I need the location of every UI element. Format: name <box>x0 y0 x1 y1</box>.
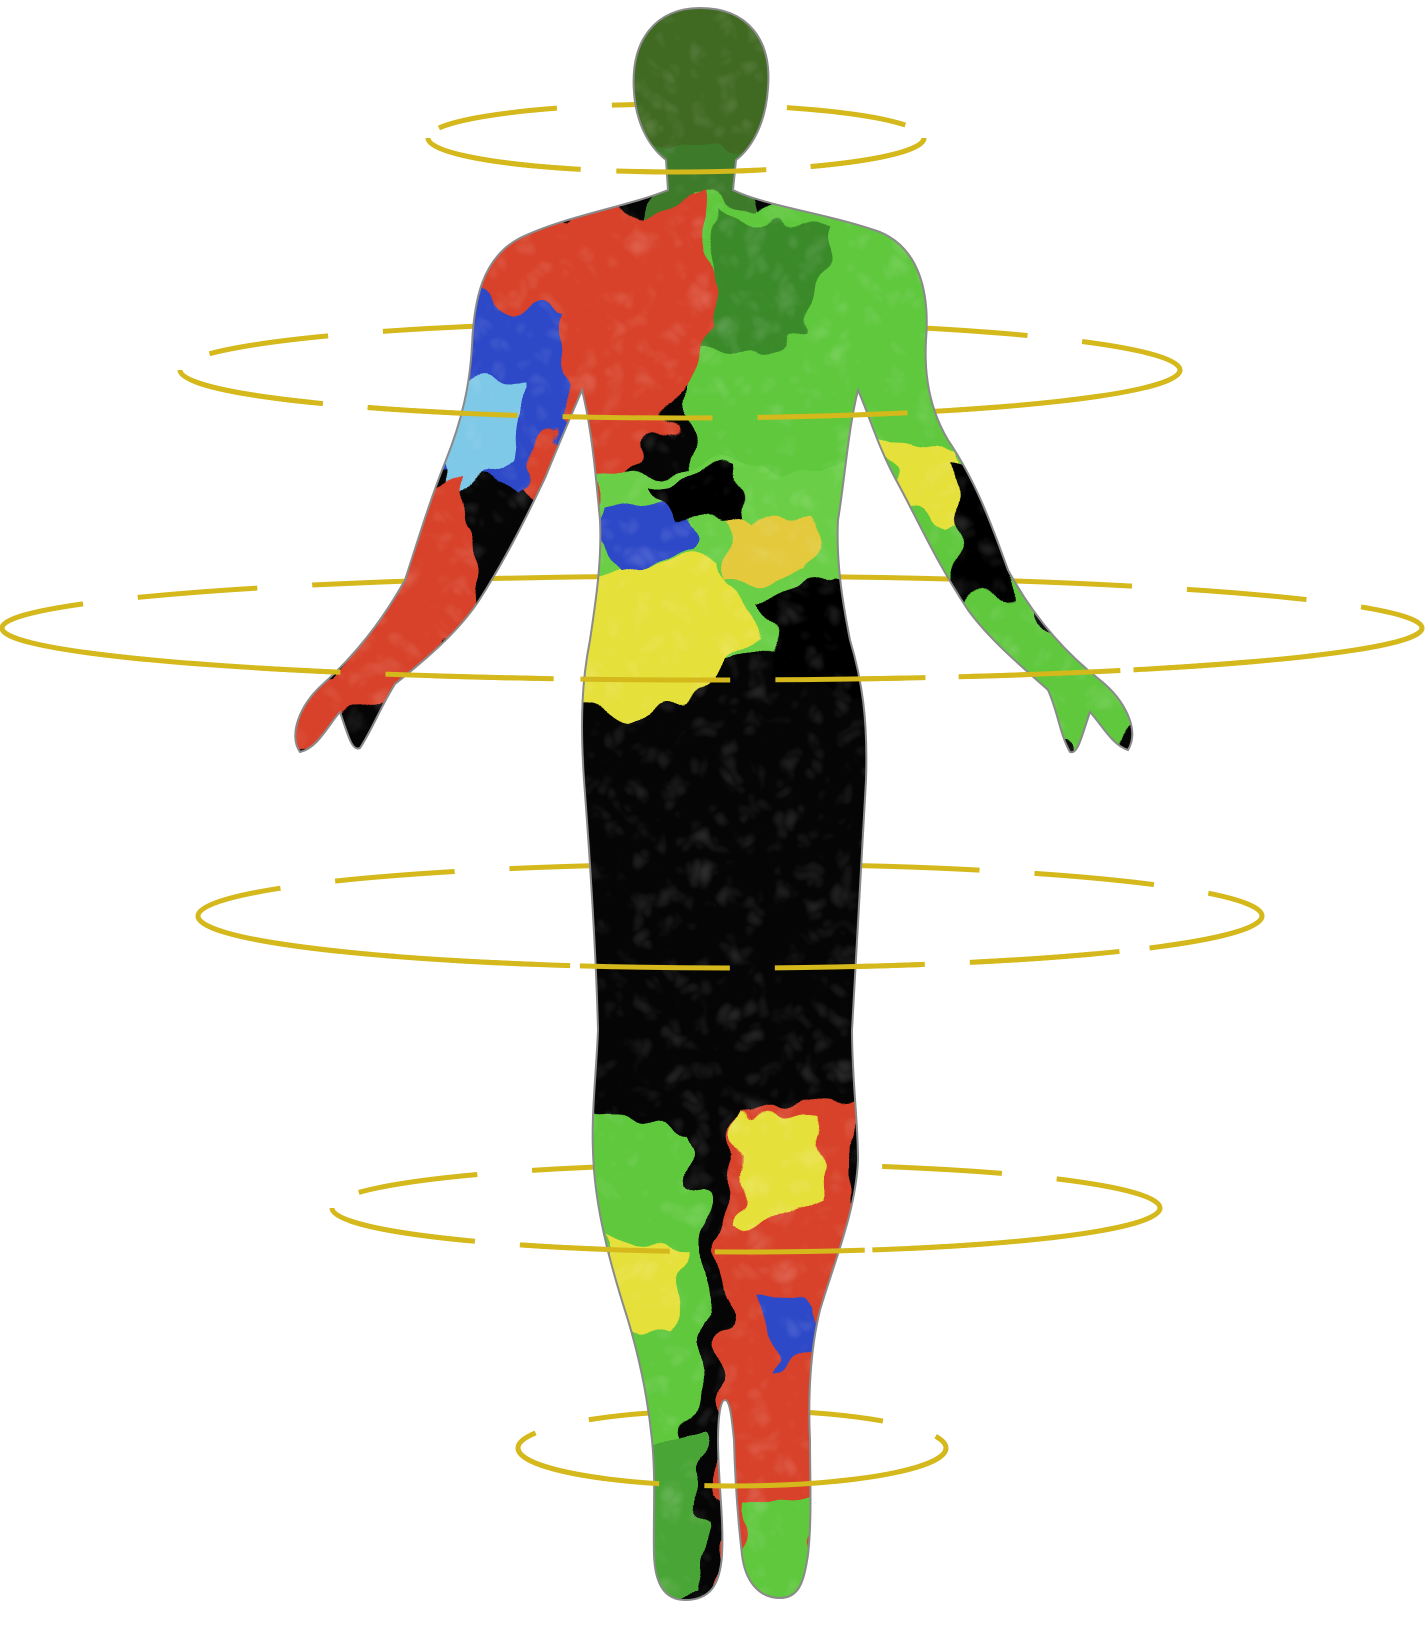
ring-head-front <box>425 137 927 175</box>
ring-waist-front <box>0 627 1425 683</box>
ring-ankles-front <box>515 1447 949 1489</box>
ring-thighs-front <box>195 915 1265 971</box>
ring-chest-front <box>177 369 1183 421</box>
ring-knees-front <box>329 1207 1163 1255</box>
energy-rings-front <box>0 137 1425 1489</box>
